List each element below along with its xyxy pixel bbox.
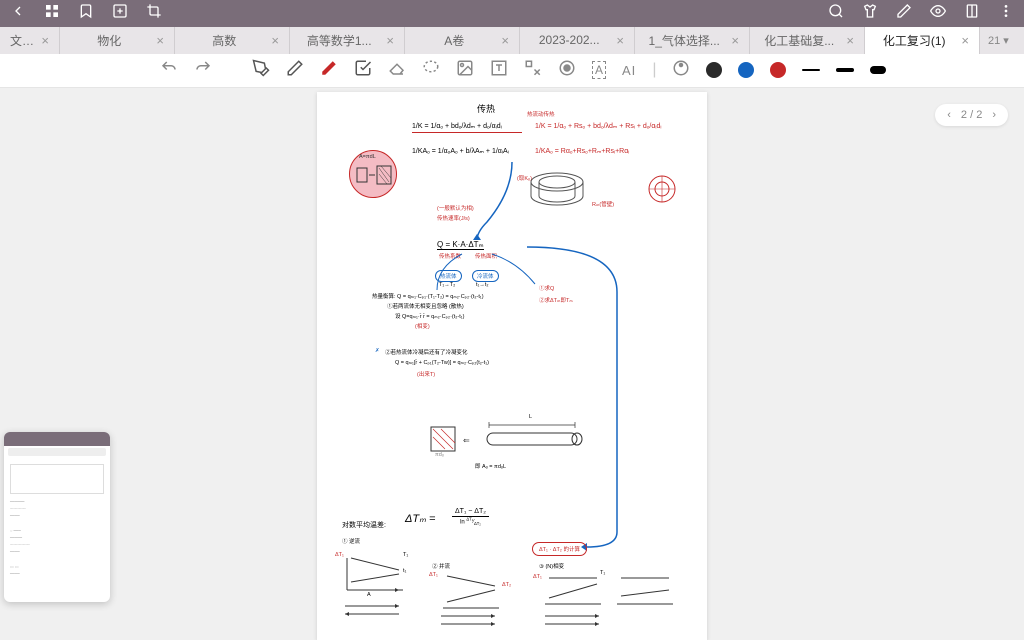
tab[interactable]: 化工基础复...× — [750, 27, 865, 54]
add-page-icon[interactable] — [112, 3, 128, 24]
tab[interactable]: 文档...× — [0, 27, 60, 54]
close-icon[interactable]: × — [386, 33, 394, 48]
bookmark-icon[interactable] — [78, 3, 94, 24]
close-icon[interactable]: × — [731, 33, 739, 48]
pencil-icon[interactable] — [286, 59, 304, 82]
grid-icon[interactable] — [44, 3, 60, 24]
eraser-icon[interactable] — [388, 59, 406, 82]
eq: 即 Aₒ = πdₒL — [475, 462, 506, 470]
crop-icon[interactable] — [146, 3, 162, 24]
color-black[interactable] — [706, 62, 722, 78]
image-icon[interactable] — [456, 59, 474, 82]
undo-icon[interactable] — [160, 59, 178, 82]
label: ③ (N)相变 — [539, 562, 564, 570]
close-icon[interactable]: × — [961, 33, 969, 48]
thumbnail-preview[interactable]: ━━━━━━～～～～━━━━○ ━━━━━━━━～～～～～━━━━▭ ▭━━━━ — [4, 432, 110, 602]
tab[interactable]: 高等数学1...× — [290, 27, 405, 54]
arrows-pair — [339, 602, 411, 620]
lasso-icon[interactable] — [422, 59, 440, 82]
label: ② 并流 — [432, 562, 450, 570]
close-icon[interactable]: × — [616, 33, 624, 48]
tab-active[interactable]: 化工复习(1)× — [865, 27, 980, 54]
tab-bar: 文档...× 物化× 高数× 高等数学1...× A卷× 2023-202...… — [0, 27, 1024, 54]
close-icon[interactable]: × — [41, 33, 49, 48]
color-blue[interactable] — [738, 62, 754, 78]
tab-overflow[interactable]: 21 ▾ — [980, 34, 1017, 47]
shirt-icon[interactable] — [862, 3, 878, 24]
stroke-med[interactable] — [836, 68, 854, 72]
book-icon[interactable] — [964, 3, 980, 24]
arrows-pair — [435, 612, 507, 630]
ocr-icon[interactable]: A — [592, 61, 606, 79]
color-picker-icon[interactable] — [672, 59, 690, 82]
tab[interactable]: 1_气体选择...× — [635, 27, 750, 54]
record-icon[interactable] — [558, 59, 576, 82]
label: ① 逆流 — [342, 537, 360, 545]
color-red[interactable] — [770, 62, 786, 78]
ai-icon[interactable]: AI — [622, 63, 636, 78]
shape-icon[interactable] — [524, 59, 542, 82]
length-diagram: ⇐ — [429, 417, 589, 457]
close-icon[interactable]: × — [156, 33, 164, 48]
text-icon[interactable] — [490, 59, 508, 82]
pager[interactable]: ‹ 2 / 2 › — [935, 104, 1008, 126]
redo-icon[interactable] — [194, 59, 212, 82]
page-count: 2 / 2 — [961, 109, 982, 121]
tab[interactable]: A卷× — [405, 27, 520, 54]
close-icon[interactable]: × — [501, 33, 509, 48]
counter-flow-diagram — [339, 552, 411, 606]
tab[interactable]: 高数× — [175, 27, 290, 54]
stroke-thick[interactable] — [870, 66, 886, 74]
eq: ΔTₘ = — [405, 512, 435, 525]
next-page-icon[interactable]: › — [992, 109, 996, 121]
back-icon[interactable] — [10, 3, 26, 24]
tab[interactable]: 2023-202...× — [520, 27, 635, 54]
toolbar: A AI | — [0, 54, 1024, 88]
eq: ΔT₁ − ΔT₂ ln ΔT₁⁄ΔT₂ — [452, 508, 489, 527]
stroke-thin[interactable] — [802, 69, 820, 71]
close-icon[interactable]: × — [271, 33, 279, 48]
close-icon[interactable]: × — [846, 33, 854, 48]
bubble: ΔT₁ · ΔT₂ 的计算 — [532, 542, 587, 556]
label: L — [529, 414, 532, 420]
arrows-pair — [539, 612, 611, 630]
tab[interactable]: 物化× — [60, 27, 175, 54]
search-icon[interactable] — [828, 3, 844, 24]
label: 对数平均温差: — [342, 520, 386, 530]
highlighter-icon[interactable] — [320, 59, 338, 82]
more-icon[interactable] — [998, 3, 1014, 24]
edit-icon[interactable] — [896, 3, 912, 24]
svg-text:⇐: ⇐ — [463, 436, 470, 445]
note-page[interactable]: 传热 热流动传热 1/K = 1/αₒ + bdₒ/λdₘ + dₒ/αᵢdᵢ … — [317, 92, 707, 640]
eye-icon[interactable] — [930, 3, 946, 24]
prev-page-icon[interactable]: ‹ — [947, 109, 951, 121]
canvas[interactable]: ‹ 2 / 2 › 传热 热流动传热 1/K = 1/αₒ + bdₒ/λdₘ … — [0, 88, 1024, 640]
pen-icon[interactable] — [252, 59, 270, 82]
marker-icon[interactable] — [354, 59, 372, 82]
